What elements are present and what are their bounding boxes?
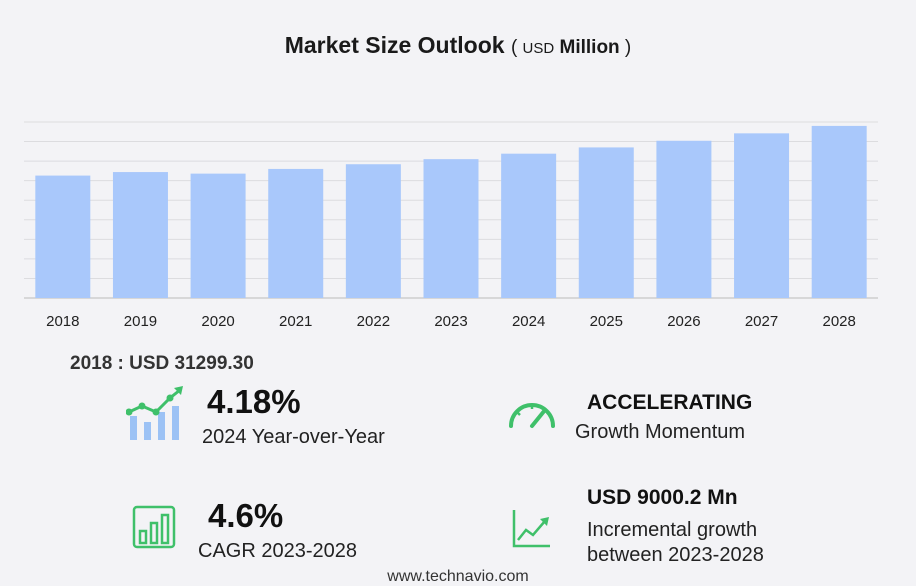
bar-2027 xyxy=(734,133,790,298)
bar-2020 xyxy=(190,173,246,298)
chart-title-text: Market Size Outlook xyxy=(284,32,505,58)
bar-2022 xyxy=(345,164,401,298)
x-tick-label-2018: 2018 xyxy=(46,313,79,330)
bar-2028 xyxy=(811,125,867,299)
bar-2019 xyxy=(112,172,168,298)
unit-suffix: Million xyxy=(559,37,620,58)
chart-title: Market Size Outlook ( USD Million ) xyxy=(0,32,916,59)
speedometer-icon xyxy=(509,403,555,428)
x-tick-label-2028: 2028 xyxy=(822,313,855,330)
bar-2025 xyxy=(578,147,634,298)
unit-prefix: USD xyxy=(522,40,555,57)
bar-chart: 2018 2019 2020 2021 2022 2023 2024 2025 2026 2027… xyxy=(24,121,878,330)
trend-line-icon xyxy=(512,510,550,548)
x-tick-label-2027: 2027 xyxy=(745,313,778,330)
x-tick-label-2021: 2021 xyxy=(279,313,312,330)
x-tick-label-2026: 2026 xyxy=(667,313,700,330)
x-tick-label-2025: 2025 xyxy=(590,313,623,330)
x-tick-label-2020: 2020 xyxy=(201,313,234,330)
growth-bars-icon xyxy=(126,386,183,440)
base-year-value: 2018 : USD 31299.30 xyxy=(70,353,254,374)
footer-url: www.technavio.com xyxy=(387,568,529,585)
yoy-value: 4.18% xyxy=(207,383,301,420)
incremental-label-line1: Incremental growth xyxy=(587,519,758,541)
bar-chart-icon xyxy=(132,505,176,549)
bar-2026 xyxy=(656,140,712,298)
unit-label: ( USD Million ) xyxy=(510,37,632,58)
momentum-value: ACCELERATING xyxy=(587,391,753,414)
yoy-label: 2024 Year-over-Year xyxy=(202,426,385,448)
x-tick-label-2023: 2023 xyxy=(434,313,467,330)
x-tick-label-2022: 2022 xyxy=(357,313,390,330)
x-tick-label-2024: 2024 xyxy=(512,313,545,330)
cagr-label: CAGR 2023-2028 xyxy=(198,540,357,562)
bar-2018 xyxy=(35,175,91,298)
x-tick-label-2019: 2019 xyxy=(124,313,157,330)
bar-2024 xyxy=(501,153,557,298)
incremental-label-line2: between 2023-2028 xyxy=(587,544,764,566)
incremental-value: USD 9000.2 Mn xyxy=(587,486,738,509)
cagr-value: 4.6% xyxy=(208,497,284,534)
momentum-label: Growth Momentum xyxy=(575,421,746,443)
bar-2021 xyxy=(268,168,324,298)
bar-2023 xyxy=(423,159,479,298)
